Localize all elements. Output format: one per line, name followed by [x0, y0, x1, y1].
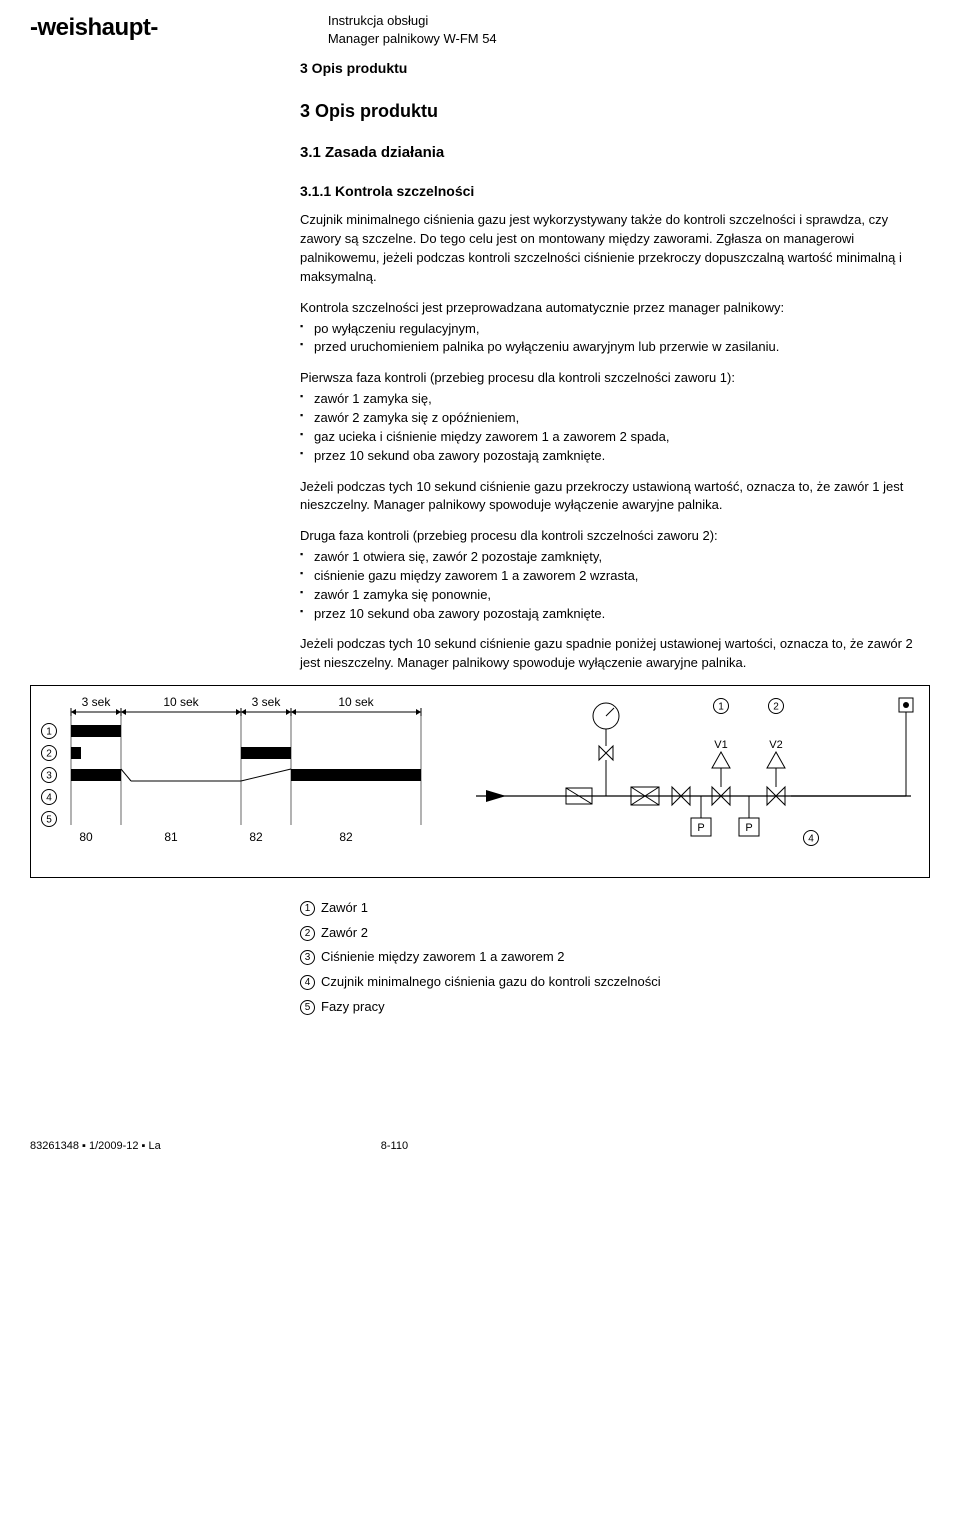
svg-text:P: P [745, 822, 752, 834]
svg-text:81: 81 [164, 830, 178, 844]
device-name: Manager palnikowy W-FM 54 [328, 30, 497, 48]
legend-num: 5 [300, 1000, 315, 1015]
legend-text: Fazy pracy [321, 995, 385, 1020]
legend-text: Ciśnienie między zaworem 1 a zaworem 2 [321, 945, 564, 970]
chapter-heading: 3 Opis produktu [300, 60, 930, 76]
svg-text:80: 80 [79, 830, 93, 844]
svg-text:1: 1 [718, 702, 724, 713]
svg-text:4: 4 [808, 834, 814, 845]
legend-text: Zawór 1 [321, 896, 368, 921]
diagram-svg: 3 sek 10 sek 3 sek 10 sek 1 2 3 4 5 80 81 82 82 1 2 V1 V… [31, 686, 929, 874]
legend-item: 3 Ciśnienie między zaworem 1 a zaworem 2 [300, 945, 930, 970]
para-list5-intro: Druga faza kontroli (przebieg procesu dl… [300, 527, 920, 546]
doc-id: 83261348 ▪ 1/2009-12 ▪ La [30, 1140, 161, 1152]
svg-text:3 sek: 3 sek [82, 695, 112, 709]
legend-num: 1 [300, 901, 315, 916]
list-phase2: zawór 1 otwiera się, zawór 2 pozostaje z… [300, 548, 920, 623]
legend-num: 2 [300, 926, 315, 941]
page-header: -weishaupt- Instrukcja obsługi Manager p… [30, 12, 930, 48]
page-number: 8-110 [381, 1140, 408, 1152]
svg-text:1: 1 [46, 727, 52, 738]
legend-num: 3 [300, 950, 315, 965]
list-item: po wyłączeniu regulacyjnym, [300, 320, 920, 339]
svg-text:V1: V1 [714, 739, 727, 751]
list-item: gaz ucieka i ciśnienie między zaworem 1 … [300, 428, 920, 447]
h4-title: 3.1.1 Kontrola szczelności [300, 183, 920, 199]
content-body: 3 Opis produktu 3.1 Zasada działania 3.1… [300, 101, 920, 673]
list-item: zawór 1 otwiera się, zawór 2 pozostaje z… [300, 548, 920, 567]
h3-title: 3.1 Zasada działania [300, 144, 920, 161]
legend-text: Czujnik minimalnego ciśnienia gazu do ko… [321, 970, 661, 995]
svg-text:10 sek: 10 sek [338, 695, 374, 709]
list-item: zawór 1 zamyka się ponownie, [300, 586, 920, 605]
legend-item: 1 Zawór 1 [300, 896, 930, 921]
list-item: przez 10 sekund oba zawory pozostają zam… [300, 605, 920, 624]
legend-text: Zawór 2 [321, 921, 368, 946]
timing-and-schematic-diagram: 3 sek 10 sek 3 sek 10 sek 1 2 3 4 5 80 81 82 82 1 2 V1 V… [30, 685, 930, 878]
svg-text:2: 2 [46, 749, 52, 760]
svg-text:82: 82 [249, 830, 263, 844]
svg-text:2: 2 [773, 702, 779, 713]
legend-item: 2 Zawór 2 [300, 921, 930, 946]
svg-text:3 sek: 3 sek [252, 695, 282, 709]
list-auto: po wyłączeniu regulacyjnym, przed urucho… [300, 320, 920, 358]
doc-type: Instrukcja obsługi [328, 12, 497, 30]
legend-item: 5 Fazy pracy [300, 995, 930, 1020]
list-item: zawór 2 zamyka się z opóźnieniem, [300, 409, 920, 428]
para-list3-intro: Pierwsza faza kontroli (przebieg procesu… [300, 369, 920, 388]
diagram-legend: 1 Zawór 1 2 Zawór 2 3 Ciśnienie między zawo… [300, 896, 930, 1019]
svg-text:5: 5 [46, 815, 52, 826]
para-phase1-result: Jeżeli podczas tych 10 sekund ciśnienie … [300, 478, 920, 516]
list-item: przez 10 sekund oba zawory pozostają zam… [300, 447, 920, 466]
svg-text:4: 4 [46, 793, 52, 804]
svg-text:3: 3 [46, 771, 52, 782]
h2-title: 3 Opis produktu [300, 101, 920, 122]
para-list2-intro: Kontrola szczelności jest przeprowadzana… [300, 299, 920, 318]
para-phase2-result: Jeżeli podczas tych 10 sekund ciśnienie … [300, 635, 920, 673]
svg-text:82: 82 [339, 830, 353, 844]
page-footer: 83261348 ▪ 1/2009-12 ▪ La 8-110 [30, 1140, 930, 1152]
svg-text:10 sek: 10 sek [163, 695, 199, 709]
list-item: zawór 1 zamyka się, [300, 390, 920, 409]
svg-text:V2: V2 [769, 739, 782, 751]
legend-num: 4 [300, 975, 315, 990]
legend-item: 4 Czujnik minimalnego ciśnienia gazu do k… [300, 970, 930, 995]
list-item: ciśnienie gazu między zaworem 1 a zawore… [300, 567, 920, 586]
list-phase1: zawór 1 zamyka się, zawór 2 zamyka się z… [300, 390, 920, 465]
list-item: przed uruchomieniem palnika po wyłączeni… [300, 338, 920, 357]
brand-logo: -weishaupt- [30, 14, 158, 42]
svg-text:P: P [697, 822, 704, 834]
para-intro: Czujnik minimalnego ciśnienia gazu jest … [300, 211, 920, 286]
doc-meta: Instrukcja obsługi Manager palnikowy W-F… [328, 12, 497, 48]
